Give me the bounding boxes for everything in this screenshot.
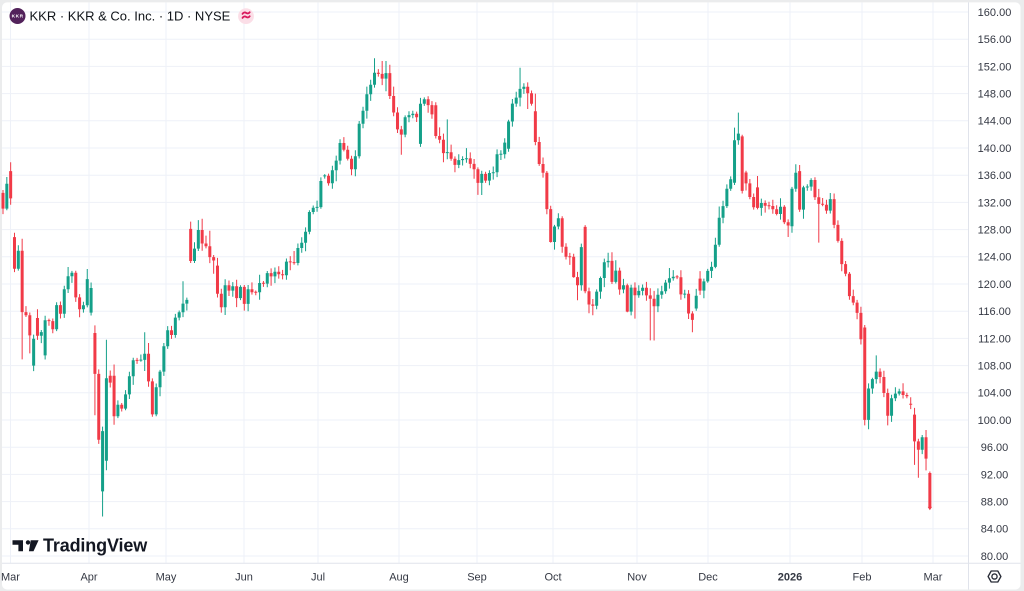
- svg-text:TradingView: TradingView: [43, 536, 148, 556]
- svg-text:KKR: KKR: [12, 14, 24, 20]
- svg-text:148.00: 148.00: [978, 89, 1012, 101]
- svg-text:KKR · KKR & Co. Inc. · 1D · NY: KKR · KKR & Co. Inc. · 1D · NYSE: [30, 9, 231, 24]
- svg-text:Nov: Nov: [627, 572, 647, 584]
- svg-text:108.00: 108.00: [978, 361, 1012, 373]
- svg-text:92.00: 92.00: [981, 469, 1009, 481]
- svg-text:160.00: 160.00: [978, 7, 1012, 19]
- svg-text:152.00: 152.00: [978, 61, 1012, 73]
- svg-text:Jun: Jun: [235, 572, 253, 584]
- svg-text:112.00: 112.00: [978, 333, 1011, 345]
- svg-text:Dec: Dec: [698, 572, 718, 584]
- svg-text:Mar: Mar: [1, 572, 20, 584]
- svg-text:Oct: Oct: [544, 572, 561, 584]
- svg-text:136.00: 136.00: [978, 170, 1012, 182]
- svg-text:Apr: Apr: [80, 572, 97, 584]
- svg-text:Mar: Mar: [924, 572, 943, 584]
- svg-text:100.00: 100.00: [978, 415, 1012, 427]
- svg-text:144.00: 144.00: [978, 116, 1012, 128]
- svg-text:May: May: [156, 572, 177, 584]
- svg-text:120.00: 120.00: [978, 279, 1012, 291]
- svg-text:116.00: 116.00: [978, 306, 1011, 318]
- svg-text:104.00: 104.00: [978, 388, 1012, 400]
- svg-text:Sep: Sep: [467, 572, 487, 584]
- svg-text:128.00: 128.00: [978, 225, 1012, 237]
- svg-text:80.00: 80.00: [981, 551, 1009, 563]
- svg-text:132.00: 132.00: [978, 197, 1012, 209]
- svg-text:124.00: 124.00: [978, 252, 1012, 264]
- svg-text:Feb: Feb: [853, 572, 872, 584]
- svg-text:Jul: Jul: [311, 572, 325, 584]
- svg-text:2026: 2026: [778, 572, 802, 584]
- svg-text:140.00: 140.00: [978, 143, 1012, 155]
- svg-text:Aug: Aug: [389, 572, 409, 584]
- svg-text:88.00: 88.00: [981, 497, 1009, 509]
- svg-text:156.00: 156.00: [978, 34, 1012, 46]
- svg-text:96.00: 96.00: [981, 442, 1009, 454]
- svg-text:84.00: 84.00: [981, 524, 1009, 536]
